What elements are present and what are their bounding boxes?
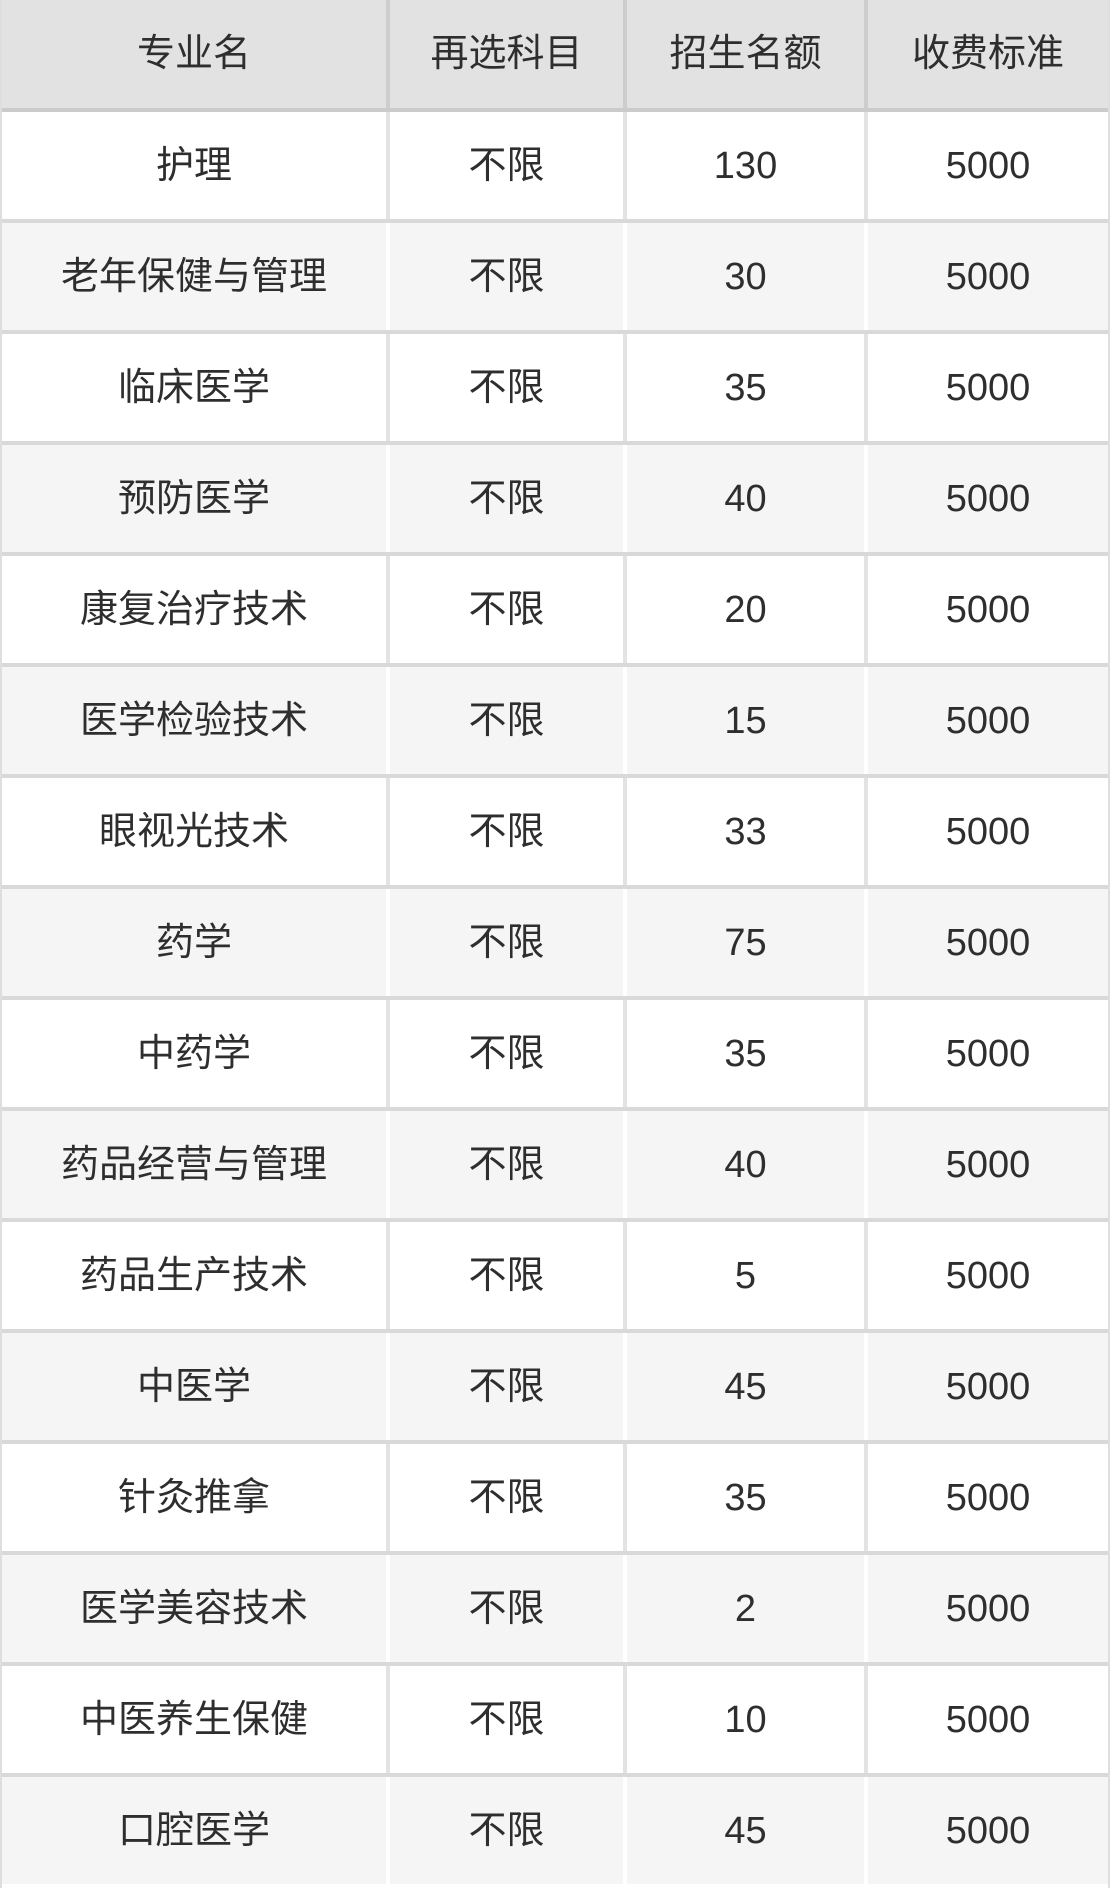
- cell-subject: 不限: [390, 112, 627, 219]
- cell-fee: 5000: [945, 1587, 1031, 1630]
- cell-major: 口腔医学: [2, 1777, 390, 1884]
- cell-quota: 2: [627, 1555, 868, 1662]
- cell-quota: 20: [627, 556, 868, 663]
- cell-major: 预防医学: [2, 445, 390, 552]
- cell-quota: 45: [627, 1777, 868, 1884]
- cell-quota: 40: [627, 1111, 868, 1218]
- cell-fee: 5000: [945, 366, 1031, 409]
- cell-major: 药品经营与管理: [2, 1111, 390, 1218]
- table-row: 中医养生保健 不限 10 5000: [2, 1666, 1108, 1777]
- table-row: 眼视光技术 不限 33 5000: [2, 778, 1108, 889]
- cell-fee: 5000: [945, 477, 1031, 520]
- cell-fee: 5000: [945, 699, 1031, 742]
- cell-subject: 不限: [390, 1777, 627, 1884]
- cell-major: 针灸推拿: [2, 1444, 390, 1551]
- cell-fee: 5000: [945, 1698, 1031, 1741]
- cell-fee: 5000: [945, 1809, 1031, 1852]
- cell-quota: 35: [627, 1000, 868, 1107]
- table-header-row: 专业名 再选科目 招生名额 收费标准: [2, 0, 1108, 112]
- cell-quota: 30: [627, 223, 868, 330]
- cell-quota: 10: [627, 1666, 868, 1773]
- cell-fee: 5000: [945, 255, 1031, 298]
- cell-major: 中药学: [2, 1000, 390, 1107]
- cell-subject: 不限: [390, 667, 627, 774]
- table-row: 针灸推拿 不限 35 5000: [2, 1444, 1108, 1555]
- cell-major: 临床医学: [2, 334, 390, 441]
- cell-quota: 35: [627, 1444, 868, 1551]
- cell-subject: 不限: [390, 445, 627, 552]
- cell-major: 中医养生保健: [2, 1666, 390, 1773]
- table-row: 医学检验技术 不限 15 5000: [2, 667, 1108, 778]
- table-row: 药品生产技术 不限 5 5000: [2, 1222, 1108, 1333]
- cell-quota: 40: [627, 445, 868, 552]
- table-row: 预防医学 不限 40 5000: [2, 445, 1108, 556]
- cell-subject: 不限: [390, 1666, 627, 1773]
- cell-quota: 75: [627, 889, 868, 996]
- column-header-major: 专业名: [2, 0, 390, 108]
- cell-subject: 不限: [390, 889, 627, 996]
- cell-fee: 5000: [945, 588, 1031, 631]
- table-row: 临床医学 不限 35 5000: [2, 334, 1108, 445]
- cell-major: 药品生产技术: [2, 1222, 390, 1329]
- cell-fee: 5000: [945, 1365, 1031, 1408]
- cell-subject: 不限: [390, 556, 627, 663]
- table-row: 医学美容技术 不限 2 5000: [2, 1555, 1108, 1666]
- cell-fee: 5000: [945, 921, 1031, 964]
- cell-quota: 33: [627, 778, 868, 885]
- column-header-quota: 招生名额: [627, 0, 868, 108]
- cell-subject: 不限: [390, 1444, 627, 1551]
- cell-quota: 5: [627, 1222, 868, 1329]
- cell-subject: 不限: [390, 1222, 627, 1329]
- cell-fee: 5000: [945, 1143, 1031, 1186]
- cell-major: 医学美容技术: [2, 1555, 390, 1662]
- cell-quota: 45: [627, 1333, 868, 1440]
- cell-major: 护理: [2, 112, 390, 219]
- column-header-fee: 收费标准: [911, 33, 1064, 75]
- table-row: 中医学 不限 45 5000: [2, 1333, 1108, 1444]
- cell-fee: 5000: [945, 1476, 1031, 1519]
- table-row: 药品经营与管理 不限 40 5000: [2, 1111, 1108, 1222]
- table-row: 老年保健与管理 不限 30 5000: [2, 223, 1108, 334]
- cell-subject: 不限: [390, 334, 627, 441]
- cell-quota: 35: [627, 334, 868, 441]
- cell-quota: 15: [627, 667, 868, 774]
- table-row: 康复治疗技术 不限 20 5000: [2, 556, 1108, 667]
- table-row: 药学 不限 75 5000: [2, 889, 1108, 1000]
- cell-quota: 130: [627, 112, 868, 219]
- cell-major: 医学检验技术: [2, 667, 390, 774]
- table-row: 口腔医学 不限 45 5000: [2, 1777, 1108, 1888]
- cell-subject: 不限: [390, 1000, 627, 1107]
- cell-subject: 不限: [390, 1111, 627, 1218]
- cell-subject: 不限: [390, 1333, 627, 1440]
- cell-fee: 5000: [945, 1032, 1031, 1075]
- table-row: 中药学 不限 35 5000: [2, 1000, 1108, 1111]
- cell-major: 眼视光技术: [2, 778, 390, 885]
- cell-major: 中医学: [2, 1333, 390, 1440]
- cell-subject: 不限: [390, 223, 627, 330]
- cell-fee: 5000: [945, 1254, 1031, 1297]
- cell-fee: 5000: [945, 144, 1031, 187]
- cell-subject: 不限: [390, 1555, 627, 1662]
- table-row: 护理 不限 130 5000: [2, 112, 1108, 223]
- cell-fee: 5000: [945, 810, 1031, 853]
- column-header-subject: 再选科目: [390, 0, 627, 108]
- table-body: 护理 不限 130 5000 老年保健与管理 不限 30 5000 临床医学 不…: [2, 112, 1108, 1888]
- cell-major: 康复治疗技术: [2, 556, 390, 663]
- cell-major: 老年保健与管理: [2, 223, 390, 330]
- cell-subject: 不限: [390, 778, 627, 885]
- cell-major: 药学: [2, 889, 390, 996]
